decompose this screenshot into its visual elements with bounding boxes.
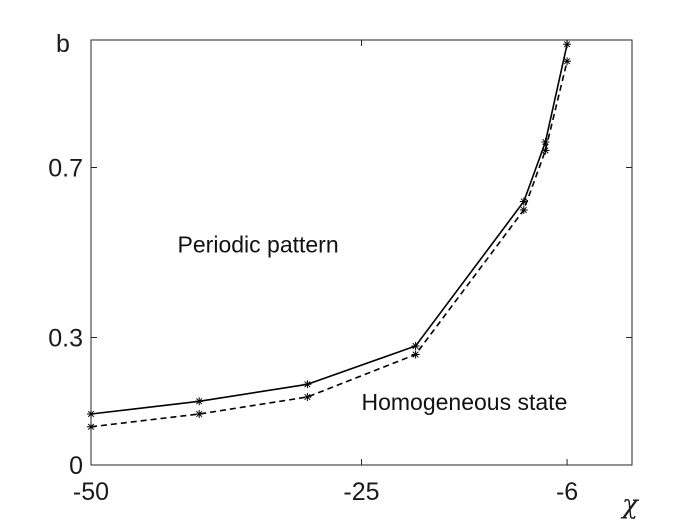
axis-ticks: -50 -25 -6 0 0.3 0.7 (48, 40, 632, 506)
data-point (411, 342, 420, 350)
data-point (519, 206, 528, 214)
annotation-label: Homogeneous state (362, 389, 568, 415)
annotation-layer: Periodic pattern Homogeneous state (178, 232, 568, 415)
data-point (541, 146, 550, 155)
data-point (195, 397, 204, 406)
data-point (87, 410, 95, 418)
plot-area (90, 39, 633, 466)
y-tick-label: 0.3 (48, 325, 83, 353)
data-point (303, 393, 312, 401)
data-point (195, 410, 204, 418)
y-tick-label: 0.7 (48, 155, 83, 183)
x-axis-title: χ (620, 490, 640, 520)
x-tick-label: -50 (73, 478, 109, 506)
y-axis-title: b (56, 30, 70, 58)
series-dashed (87, 57, 572, 431)
annotation-label: Periodic pattern (178, 232, 339, 258)
y-tick-label: 0 (69, 452, 83, 480)
x-tick-label: -6 (556, 478, 578, 506)
data-point (563, 40, 572, 49)
data-point (303, 380, 312, 389)
x-tick-label: -25 (343, 478, 379, 506)
data-point (563, 57, 572, 66)
series-layer (87, 40, 572, 431)
data-point (87, 422, 95, 431)
series-solid (87, 40, 572, 418)
data-point (411, 350, 420, 359)
